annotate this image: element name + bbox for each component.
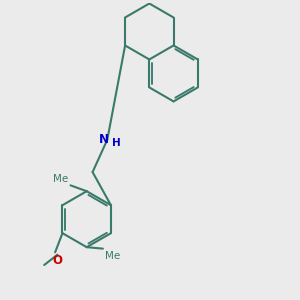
Text: H: H [112,138,121,148]
Text: O: O [52,254,62,267]
Text: N: N [99,133,109,146]
Text: Me: Me [105,251,121,261]
Text: Me: Me [53,174,68,184]
